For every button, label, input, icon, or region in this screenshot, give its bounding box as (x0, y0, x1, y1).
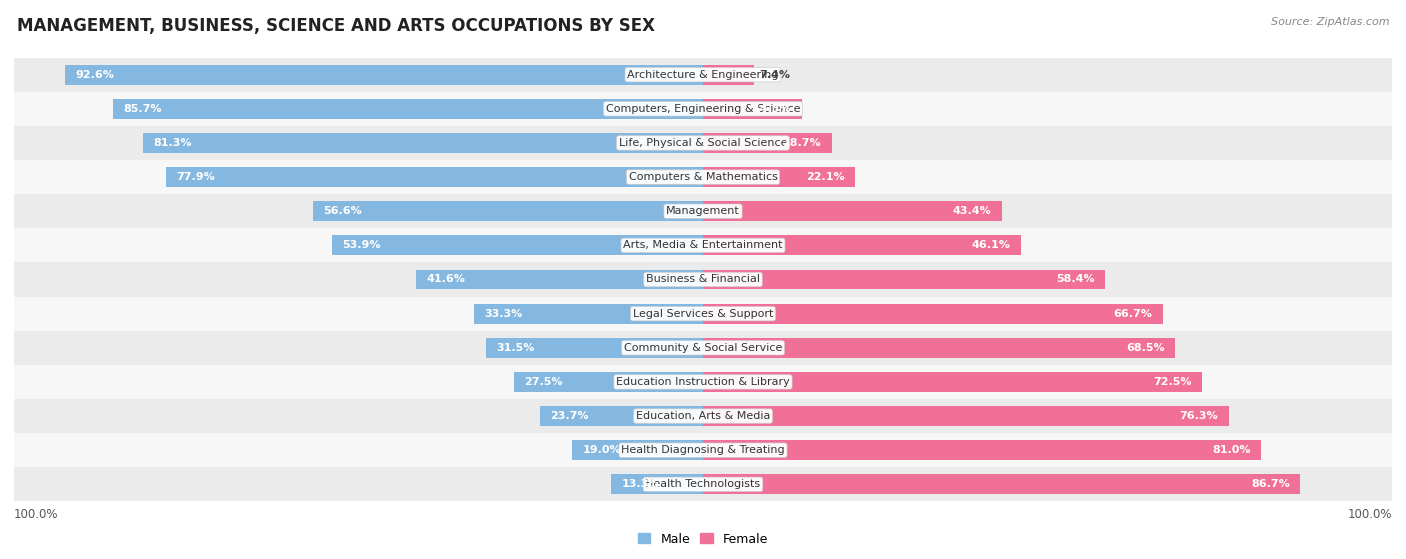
Bar (474, 304, 703, 324)
Text: 13.3%: 13.3% (621, 479, 659, 489)
Text: Arts, Media & Entertainment: Arts, Media & Entertainment (623, 240, 783, 250)
Bar (703, 133, 832, 153)
Text: 81.3%: 81.3% (153, 138, 191, 148)
Bar (332, 235, 703, 255)
Bar (703, 440, 1261, 460)
Text: 27.5%: 27.5% (524, 377, 562, 387)
Text: 43.4%: 43.4% (953, 206, 991, 216)
Text: 7.4%: 7.4% (759, 70, 790, 80)
Bar (703, 65, 754, 84)
Text: 100.0%: 100.0% (14, 508, 59, 521)
Text: 19.0%: 19.0% (582, 445, 621, 455)
Bar (703, 99, 801, 119)
Bar (703, 201, 1002, 221)
Text: Life, Physical & Social Science: Life, Physical & Social Science (619, 138, 787, 148)
Text: Source: ZipAtlas.com: Source: ZipAtlas.com (1271, 17, 1389, 27)
Text: Computers & Mathematics: Computers & Mathematics (628, 172, 778, 182)
Text: 72.5%: 72.5% (1154, 377, 1192, 387)
Text: 85.7%: 85.7% (122, 104, 162, 114)
Text: Business & Financial: Business & Financial (645, 274, 761, 285)
Bar (14, 228, 1392, 262)
Bar (703, 475, 1301, 494)
Text: 81.0%: 81.0% (1212, 445, 1251, 455)
Text: 100.0%: 100.0% (1347, 508, 1392, 521)
Bar (14, 194, 1392, 228)
Text: 33.3%: 33.3% (484, 309, 522, 319)
Text: 22.1%: 22.1% (806, 172, 845, 182)
Bar (112, 99, 703, 119)
Bar (416, 269, 703, 290)
Bar (14, 92, 1392, 126)
Bar (14, 58, 1392, 92)
Bar (513, 372, 703, 392)
Text: 14.3%: 14.3% (752, 104, 792, 114)
Bar (612, 475, 703, 494)
Bar (14, 365, 1392, 399)
Text: 92.6%: 92.6% (76, 70, 114, 80)
Text: 86.7%: 86.7% (1251, 479, 1289, 489)
Text: Health Technologists: Health Technologists (645, 479, 761, 489)
Text: 56.6%: 56.6% (323, 206, 363, 216)
Bar (14, 331, 1392, 365)
Bar (14, 126, 1392, 160)
Text: Education, Arts & Media: Education, Arts & Media (636, 411, 770, 421)
Text: Legal Services & Support: Legal Services & Support (633, 309, 773, 319)
Text: 68.5%: 68.5% (1126, 343, 1164, 353)
Bar (703, 372, 1202, 392)
Text: Computers, Engineering & Science: Computers, Engineering & Science (606, 104, 800, 114)
Text: MANAGEMENT, BUSINESS, SCIENCE AND ARTS OCCUPATIONS BY SEX: MANAGEMENT, BUSINESS, SCIENCE AND ARTS O… (17, 17, 655, 35)
Text: Management: Management (666, 206, 740, 216)
Legend: Male, Female: Male, Female (633, 528, 773, 551)
Bar (14, 160, 1392, 194)
Text: 31.5%: 31.5% (496, 343, 534, 353)
Text: 46.1%: 46.1% (972, 240, 1011, 250)
Bar (314, 201, 703, 221)
Bar (14, 297, 1392, 331)
Text: Architecture & Engineering: Architecture & Engineering (627, 70, 779, 80)
Bar (703, 269, 1105, 290)
Bar (14, 433, 1392, 467)
Bar (703, 304, 1163, 324)
Bar (14, 467, 1392, 501)
Bar (572, 440, 703, 460)
Text: 53.9%: 53.9% (342, 240, 381, 250)
Text: 66.7%: 66.7% (1114, 309, 1152, 319)
Text: Health Diagnosing & Treating: Health Diagnosing & Treating (621, 445, 785, 455)
Text: 18.7%: 18.7% (783, 138, 821, 148)
Bar (14, 399, 1392, 433)
Bar (143, 133, 703, 153)
Text: Community & Social Service: Community & Social Service (624, 343, 782, 353)
Bar (703, 406, 1229, 426)
Text: 41.6%: 41.6% (427, 274, 465, 285)
Bar (703, 167, 855, 187)
Bar (166, 167, 703, 187)
Bar (14, 262, 1392, 297)
Text: 77.9%: 77.9% (177, 172, 215, 182)
Bar (540, 406, 703, 426)
Bar (703, 235, 1021, 255)
Bar (703, 338, 1175, 358)
Text: 23.7%: 23.7% (550, 411, 589, 421)
Bar (486, 338, 703, 358)
Text: 58.4%: 58.4% (1056, 274, 1095, 285)
Bar (65, 65, 703, 84)
Text: Education Instruction & Library: Education Instruction & Library (616, 377, 790, 387)
Text: 76.3%: 76.3% (1180, 411, 1219, 421)
